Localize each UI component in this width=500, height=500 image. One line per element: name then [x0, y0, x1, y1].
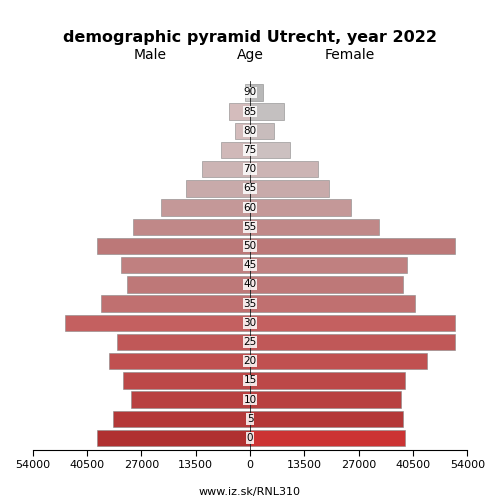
- Text: Age: Age: [236, 48, 264, 62]
- Text: 10: 10: [244, 394, 256, 404]
- Bar: [250, 142, 290, 158]
- Bar: [221, 142, 250, 158]
- Text: 40: 40: [244, 280, 256, 289]
- Text: 50: 50: [244, 241, 256, 251]
- Text: 25: 25: [244, 337, 256, 347]
- Bar: [109, 353, 250, 370]
- Text: Female: Female: [325, 48, 375, 62]
- Bar: [250, 410, 403, 427]
- Bar: [121, 257, 250, 274]
- Bar: [250, 372, 405, 388]
- Bar: [250, 257, 407, 274]
- Text: 80: 80: [244, 126, 256, 136]
- Text: 90: 90: [244, 88, 256, 98]
- Title: demographic pyramid Utrecht, year 2022: demographic pyramid Utrecht, year 2022: [63, 30, 437, 45]
- Bar: [131, 392, 250, 408]
- Bar: [250, 430, 405, 446]
- Bar: [186, 180, 250, 196]
- Text: 75: 75: [244, 145, 256, 155]
- Bar: [245, 84, 250, 100]
- Bar: [250, 296, 415, 312]
- Bar: [113, 410, 250, 427]
- Bar: [250, 161, 318, 178]
- Bar: [65, 314, 250, 331]
- Bar: [250, 180, 328, 196]
- Text: 30: 30: [244, 318, 256, 328]
- Text: 55: 55: [244, 222, 256, 232]
- Bar: [133, 218, 250, 235]
- Text: 5: 5: [246, 414, 254, 424]
- Bar: [229, 104, 250, 120]
- Text: 65: 65: [244, 184, 256, 194]
- Bar: [250, 238, 456, 254]
- Bar: [234, 122, 250, 139]
- Text: 70: 70: [244, 164, 256, 174]
- Bar: [250, 104, 284, 120]
- Bar: [97, 430, 250, 446]
- Bar: [202, 161, 250, 178]
- Bar: [250, 218, 379, 235]
- Text: 35: 35: [244, 298, 256, 308]
- Bar: [101, 296, 250, 312]
- Bar: [127, 276, 250, 292]
- Bar: [250, 122, 274, 139]
- Bar: [250, 276, 403, 292]
- Bar: [250, 353, 427, 370]
- Bar: [162, 200, 250, 216]
- Bar: [123, 372, 250, 388]
- Bar: [250, 200, 350, 216]
- Text: 45: 45: [244, 260, 256, 270]
- Bar: [250, 84, 263, 100]
- Text: 0: 0: [247, 433, 254, 443]
- Text: 85: 85: [244, 106, 256, 117]
- Text: Male: Male: [134, 48, 166, 62]
- Bar: [97, 238, 250, 254]
- Bar: [250, 392, 401, 408]
- Bar: [117, 334, 250, 350]
- Text: 60: 60: [244, 202, 256, 212]
- Bar: [250, 314, 456, 331]
- Text: 20: 20: [244, 356, 256, 366]
- Bar: [250, 334, 456, 350]
- Text: 15: 15: [244, 376, 256, 386]
- Text: www.iz.sk/RNL310: www.iz.sk/RNL310: [199, 487, 301, 497]
